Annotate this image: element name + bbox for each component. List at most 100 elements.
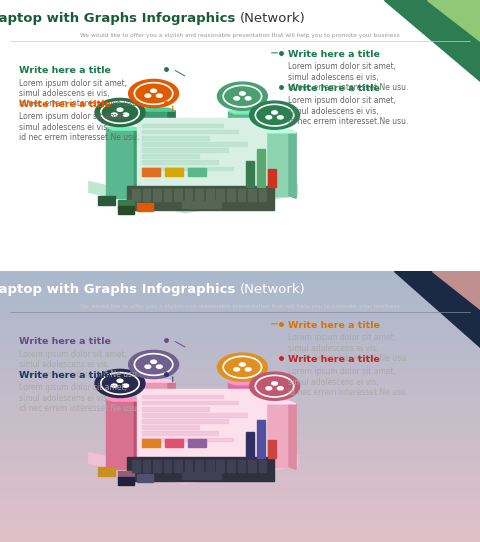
Bar bbox=[259, 198, 266, 201]
Bar bbox=[0, 314, 480, 315]
Polygon shape bbox=[106, 127, 142, 130]
Circle shape bbox=[117, 379, 123, 383]
Bar bbox=[143, 463, 150, 465]
Bar bbox=[142, 420, 228, 423]
Text: Lorem ipsum dolor sit amet,
simul adolescens ei vis,
id nec errem interesset.Ne : Lorem ipsum dolor sit amet, simul adoles… bbox=[288, 333, 408, 363]
Bar bbox=[216, 466, 224, 468]
Bar bbox=[0, 331, 480, 332]
Text: Lorem ipsum dolor sit amet,
simul adolescens ei vis,
id nec errem interesset.Ne : Lorem ipsum dolor sit amet, simul adoles… bbox=[288, 62, 408, 92]
Bar bbox=[0, 467, 480, 469]
Text: We would like to offer you a stylish and reasonable presentation that will help : We would like to offer you a stylish and… bbox=[80, 304, 400, 309]
Bar bbox=[0, 488, 480, 489]
Bar bbox=[248, 189, 256, 191]
Circle shape bbox=[272, 382, 277, 385]
Bar bbox=[216, 189, 224, 191]
Circle shape bbox=[111, 113, 117, 116]
Text: (Network): (Network) bbox=[240, 283, 306, 296]
Circle shape bbox=[234, 367, 240, 371]
Bar bbox=[142, 439, 160, 447]
Bar bbox=[248, 466, 256, 468]
Circle shape bbox=[95, 370, 145, 397]
Polygon shape bbox=[257, 111, 264, 198]
Circle shape bbox=[123, 384, 129, 387]
Bar bbox=[246, 162, 254, 187]
Bar bbox=[0, 489, 480, 491]
Bar bbox=[165, 439, 183, 447]
Bar bbox=[118, 206, 134, 214]
Bar bbox=[0, 344, 480, 346]
Bar bbox=[216, 460, 224, 462]
Bar bbox=[164, 469, 171, 472]
Bar bbox=[153, 466, 161, 468]
Bar bbox=[142, 124, 223, 127]
Bar bbox=[0, 289, 480, 290]
Bar bbox=[259, 469, 266, 472]
Bar bbox=[0, 359, 480, 360]
Bar bbox=[257, 149, 265, 187]
Bar bbox=[0, 446, 480, 447]
Bar bbox=[0, 478, 480, 480]
Bar bbox=[0, 474, 480, 476]
Bar bbox=[0, 534, 480, 535]
Bar bbox=[0, 281, 480, 282]
Bar bbox=[0, 306, 480, 308]
Circle shape bbox=[240, 92, 245, 95]
Bar bbox=[0, 422, 480, 423]
Bar bbox=[195, 189, 203, 191]
Bar bbox=[216, 463, 224, 465]
Circle shape bbox=[266, 387, 272, 390]
Bar bbox=[238, 469, 245, 472]
Bar bbox=[185, 189, 192, 191]
Polygon shape bbox=[139, 108, 168, 198]
Bar bbox=[257, 420, 265, 458]
Bar bbox=[0, 427, 480, 428]
Bar bbox=[0, 408, 480, 409]
Bar bbox=[0, 487, 480, 488]
Bar bbox=[142, 431, 218, 435]
Bar bbox=[0, 520, 480, 521]
Bar bbox=[0, 382, 480, 384]
Bar bbox=[0, 384, 480, 385]
Bar bbox=[0, 472, 480, 473]
Bar bbox=[174, 463, 182, 465]
Bar bbox=[143, 198, 150, 201]
Bar bbox=[259, 189, 266, 191]
Bar bbox=[143, 189, 150, 191]
Bar bbox=[0, 298, 480, 299]
Text: Lorem ipsum dolor sit amet,
simul adolescens ei vis,
id nec errem interesset.Ne : Lorem ipsum dolor sit amet, simul adoles… bbox=[19, 79, 140, 108]
Bar bbox=[0, 386, 480, 388]
Bar bbox=[137, 474, 153, 482]
Bar bbox=[0, 366, 480, 367]
Bar bbox=[132, 192, 140, 194]
Bar bbox=[0, 395, 480, 396]
Bar bbox=[0, 274, 480, 275]
Polygon shape bbox=[384, 0, 480, 81]
Bar bbox=[0, 324, 480, 325]
Bar bbox=[0, 530, 480, 531]
Bar bbox=[0, 358, 480, 359]
Bar bbox=[0, 442, 480, 443]
Bar bbox=[0, 454, 480, 455]
Circle shape bbox=[156, 94, 162, 98]
Bar bbox=[188, 168, 206, 176]
Polygon shape bbox=[228, 382, 257, 466]
Bar bbox=[216, 198, 224, 201]
Polygon shape bbox=[137, 118, 266, 187]
Bar bbox=[0, 433, 480, 434]
Bar bbox=[0, 401, 480, 402]
Bar bbox=[0, 370, 480, 371]
Text: Lorem ipsum dolor sit amet,
simul adolescens ei vis,
id nec errem interesset.Ne : Lorem ipsum dolor sit amet, simul adoles… bbox=[19, 350, 140, 379]
Text: Laptop with Graphs Infographics: Laptop with Graphs Infographics bbox=[0, 12, 240, 25]
Bar bbox=[185, 460, 192, 462]
Bar bbox=[0, 511, 480, 512]
Bar bbox=[206, 466, 214, 468]
Bar bbox=[153, 469, 161, 472]
Bar bbox=[0, 498, 480, 499]
Bar bbox=[0, 515, 480, 516]
Bar bbox=[195, 192, 203, 194]
Polygon shape bbox=[260, 401, 289, 467]
Circle shape bbox=[111, 384, 117, 387]
Bar bbox=[0, 423, 480, 424]
Circle shape bbox=[250, 101, 300, 129]
Bar bbox=[0, 507, 480, 508]
